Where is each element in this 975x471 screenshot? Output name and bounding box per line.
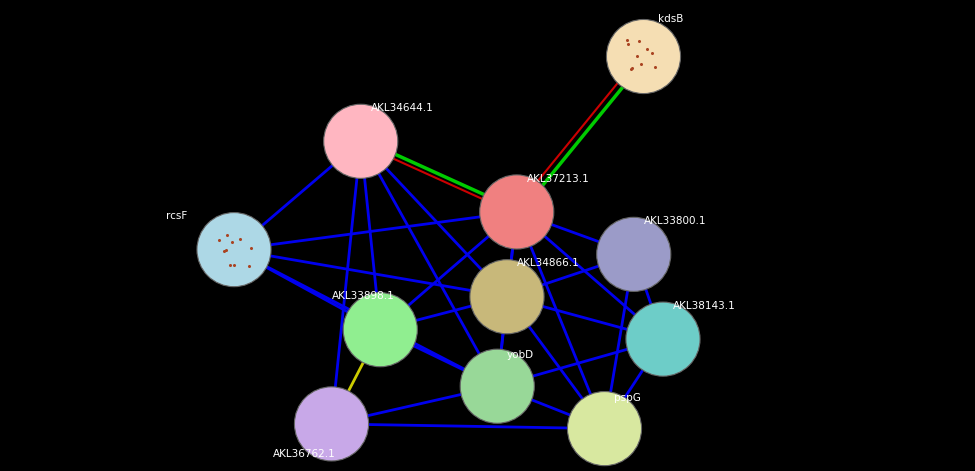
Ellipse shape xyxy=(597,217,671,292)
Text: AKL34644.1: AKL34644.1 xyxy=(370,103,433,113)
Ellipse shape xyxy=(626,302,700,376)
Ellipse shape xyxy=(294,387,369,461)
Ellipse shape xyxy=(324,104,398,179)
Ellipse shape xyxy=(343,292,417,367)
Text: rcsF: rcsF xyxy=(166,211,187,221)
Ellipse shape xyxy=(460,349,534,423)
Text: yobD: yobD xyxy=(507,350,534,360)
Text: kdsB: kdsB xyxy=(658,14,683,24)
Text: AKL36762.1: AKL36762.1 xyxy=(273,449,335,459)
Text: AKL37213.1: AKL37213.1 xyxy=(526,174,589,184)
Ellipse shape xyxy=(606,19,681,94)
Text: AKL34866.1: AKL34866.1 xyxy=(517,259,579,268)
Text: AKL33800.1: AKL33800.1 xyxy=(644,216,706,226)
Ellipse shape xyxy=(470,260,544,334)
Text: pspG: pspG xyxy=(614,393,642,403)
Text: AKL38143.1: AKL38143.1 xyxy=(673,301,735,311)
Text: AKL33898.1: AKL33898.1 xyxy=(332,292,394,301)
Ellipse shape xyxy=(567,391,642,466)
Ellipse shape xyxy=(480,175,554,249)
Ellipse shape xyxy=(197,212,271,287)
